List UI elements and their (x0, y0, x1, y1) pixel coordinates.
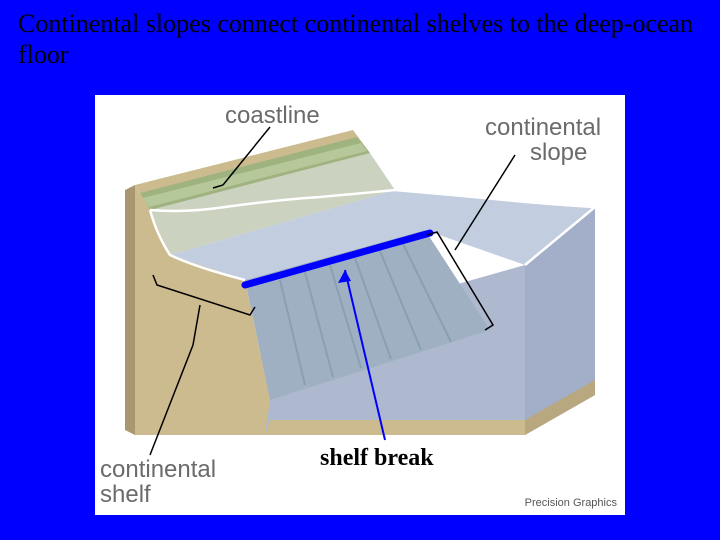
continental-slope-label: continental slope (485, 115, 601, 165)
diagram-container: coastline continental slope continental … (95, 95, 625, 515)
continental-slope-label-line1: continental (485, 115, 601, 140)
continental-shelf-label-line1: continental (100, 457, 216, 482)
terrain-front-shadow (125, 185, 135, 435)
coastline-label: coastline (225, 103, 320, 128)
shelf-break-label: shelf break (320, 445, 434, 472)
seafloor-front-strip (265, 420, 525, 435)
slide-title: Continental slopes connect continental s… (18, 8, 702, 70)
credit-text: Precision Graphics (525, 497, 617, 509)
continental-slope-label-line2: slope (485, 140, 601, 165)
continental-shelf-label-line2: shelf (100, 482, 216, 507)
continental-shelf-label: continental shelf (100, 457, 216, 507)
